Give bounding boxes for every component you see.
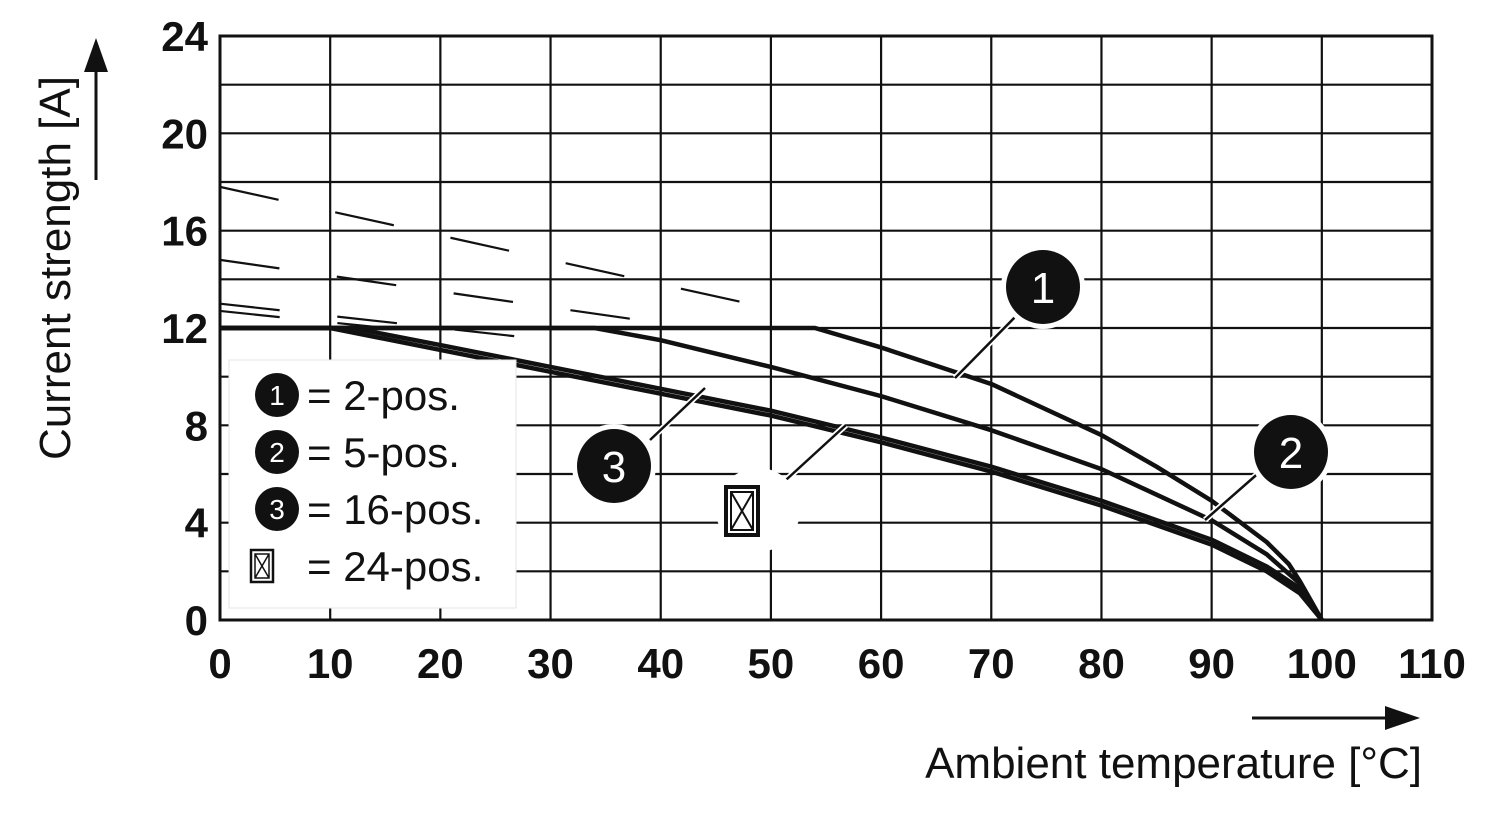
y-tick-label: 24 <box>161 13 208 60</box>
x-tick-label: 100 <box>1287 640 1357 687</box>
dashed-reference-line <box>219 258 661 325</box>
y-axis-title-group: Current strength [A] <box>31 38 108 460</box>
y-tick-label: 4 <box>185 500 209 547</box>
legend-marker-label: 2 <box>269 437 285 468</box>
legend-entry-label: = 24-pos. <box>307 543 483 590</box>
x-tick-label: 80 <box>1078 640 1125 687</box>
dashed-reference-lines <box>219 185 772 342</box>
legend-marker-2 <box>255 430 299 474</box>
x-axis-title-group: Ambient temperature [°C] <box>925 706 1422 788</box>
legend-marker-1 <box>255 373 299 417</box>
series-callouts: 1 2 3 <box>572 245 1333 552</box>
callout-badge-2-label: 2 <box>1279 429 1303 478</box>
callout-24pos-icon-cross <box>730 491 754 531</box>
leader-line <box>954 311 1021 379</box>
legend-marker-label: 3 <box>269 494 285 525</box>
leader-line <box>649 387 706 441</box>
callout-badge-3-label: 3 <box>602 443 626 492</box>
x-tick-label: 40 <box>637 640 684 687</box>
x-tick-label: 90 <box>1188 640 1235 687</box>
callout-badge-1 <box>1006 250 1080 324</box>
dashed-reference-line <box>219 309 386 330</box>
x-tick-label: 10 <box>307 640 354 687</box>
legend-entry-label: = 16-pos. <box>307 486 483 533</box>
leader-line <box>774 424 847 491</box>
x-axis-arrow-head <box>1385 706 1420 730</box>
y-tick-label: 20 <box>161 110 208 157</box>
y-tick-label: 0 <box>185 597 208 644</box>
legend-entry-label: = 2-pos. <box>307 372 460 419</box>
callout-badge-3 <box>577 429 651 503</box>
series-lines <box>220 325 1324 622</box>
legend-marker-24pos-cross <box>254 553 270 579</box>
x-tick-label: 70 <box>968 640 1015 687</box>
y-tick-label: 12 <box>161 305 208 352</box>
x-tick-label: 0 <box>208 640 231 687</box>
callout-24pos-icon-inner <box>730 491 754 531</box>
x-tick-label: 110 <box>1398 640 1466 687</box>
x-tick-label: 50 <box>748 640 795 687</box>
x-tick-label: 20 <box>417 640 464 687</box>
y-axis-arrow-head <box>84 38 108 72</box>
y-tick-label: 8 <box>185 402 208 449</box>
legend-marker-label: 1 <box>269 380 285 411</box>
y-tick-label: 16 <box>161 208 208 255</box>
x-tick-label: 60 <box>858 640 905 687</box>
callout-badge-2 <box>1254 415 1328 489</box>
series-line-2 <box>220 325 1324 622</box>
x-tick-label: 30 <box>527 640 574 687</box>
callout-badge-1-label: 1 <box>1031 264 1055 313</box>
legend: 1 = 2-pos. 2 = 5-pos. 3 = 16-pos. = 24-pos. <box>228 359 517 609</box>
series-line-3 <box>220 325 1324 622</box>
series-line-4 <box>220 325 1324 622</box>
dashed-reference-line <box>219 185 772 310</box>
leader-line <box>1204 469 1263 521</box>
dashed-reference-line <box>219 302 551 342</box>
x-axis-title: Ambient temperature [°C] <box>925 739 1422 788</box>
legend-marker-3 <box>255 487 299 531</box>
legend-entry-label: = 5-pos. <box>307 429 460 476</box>
y-axis-title: Current strength [A] <box>31 76 80 460</box>
